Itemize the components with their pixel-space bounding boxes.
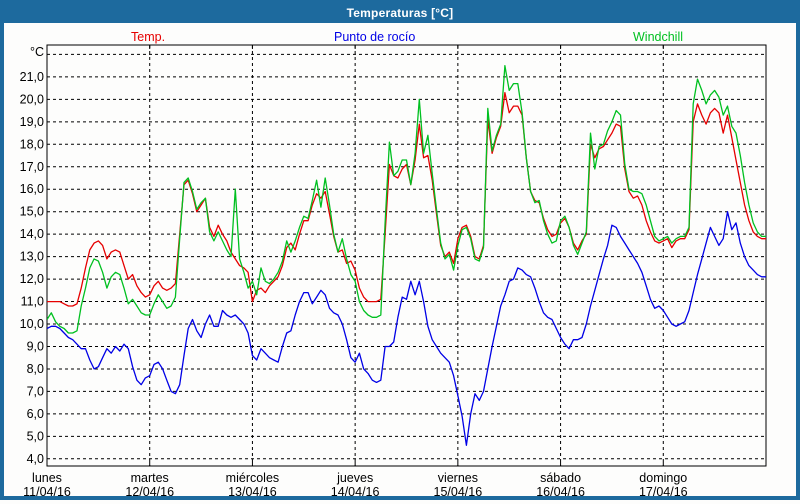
- y-tick-label: 13,0: [20, 250, 44, 264]
- x-day-name: martes: [131, 471, 169, 485]
- window-titlebar[interactable]: Temperaturas [°C]: [4, 4, 796, 23]
- x-day-date: 13/04/16: [228, 485, 277, 499]
- y-tick-label: 19,0: [20, 115, 44, 129]
- series-windchill: [47, 65, 766, 334]
- x-day-name: viernes: [438, 471, 478, 485]
- chart-canvas: °C 21,0 20,0 19,0 18,0 17,0 16,0 15,0 14,0 13,0 12…: [20, 44, 767, 499]
- plot-border: [46, 44, 767, 467]
- y-tick-label: 4,0: [27, 452, 44, 466]
- y-tick-label: 7,0: [27, 384, 44, 398]
- y-tick-label: 8,0: [27, 362, 44, 376]
- x-day-name: miércoles: [226, 471, 280, 485]
- y-tick-label: 18,0: [20, 137, 44, 151]
- series-punto-de-roc-o: [47, 211, 766, 446]
- x-day-date: 14/04/16: [331, 485, 380, 499]
- y-tick-label: 9,0: [27, 339, 44, 353]
- x-day-name: jueves: [336, 471, 373, 485]
- y-axis-unit-label: °C: [30, 45, 44, 59]
- x-day-date: 15/04/16: [434, 485, 483, 499]
- y-tick-label: 10,0: [20, 317, 44, 331]
- y-tick-label: 20,0: [20, 92, 44, 106]
- y-tick-label: 14,0: [20, 227, 44, 241]
- x-day-date: 11/04/16: [23, 485, 71, 499]
- x-day-date: 17/04/16: [639, 485, 688, 499]
- y-tick-label: 15,0: [20, 205, 44, 219]
- window-title: Temperaturas [°C]: [346, 6, 454, 20]
- series-temp-: [47, 91, 766, 307]
- x-day-name: domingo: [639, 471, 687, 485]
- y-tick-label: 16,0: [20, 182, 44, 196]
- y-tick-label: 21,0: [20, 70, 44, 84]
- x-day-name: sábado: [540, 471, 581, 485]
- y-tick-label: 5,0: [27, 429, 44, 443]
- legend-windchill: Windchill: [633, 30, 684, 44]
- y-tick-label: 6,0: [27, 407, 44, 421]
- legend-dewpoint: Punto de rocío: [334, 30, 416, 44]
- y-tick-label: 11,0: [21, 295, 44, 309]
- y-tick-label: 17,0: [20, 160, 44, 174]
- legend-temp: Temp.: [131, 30, 166, 44]
- y-tick-label: 12,0: [20, 272, 44, 286]
- x-day-name: lunes: [32, 471, 62, 485]
- x-day-date: 16/04/16: [536, 485, 585, 499]
- x-day-date: 12/04/16: [125, 485, 174, 499]
